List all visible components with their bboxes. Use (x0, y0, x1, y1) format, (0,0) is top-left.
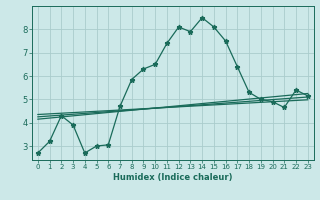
X-axis label: Humidex (Indice chaleur): Humidex (Indice chaleur) (113, 173, 233, 182)
